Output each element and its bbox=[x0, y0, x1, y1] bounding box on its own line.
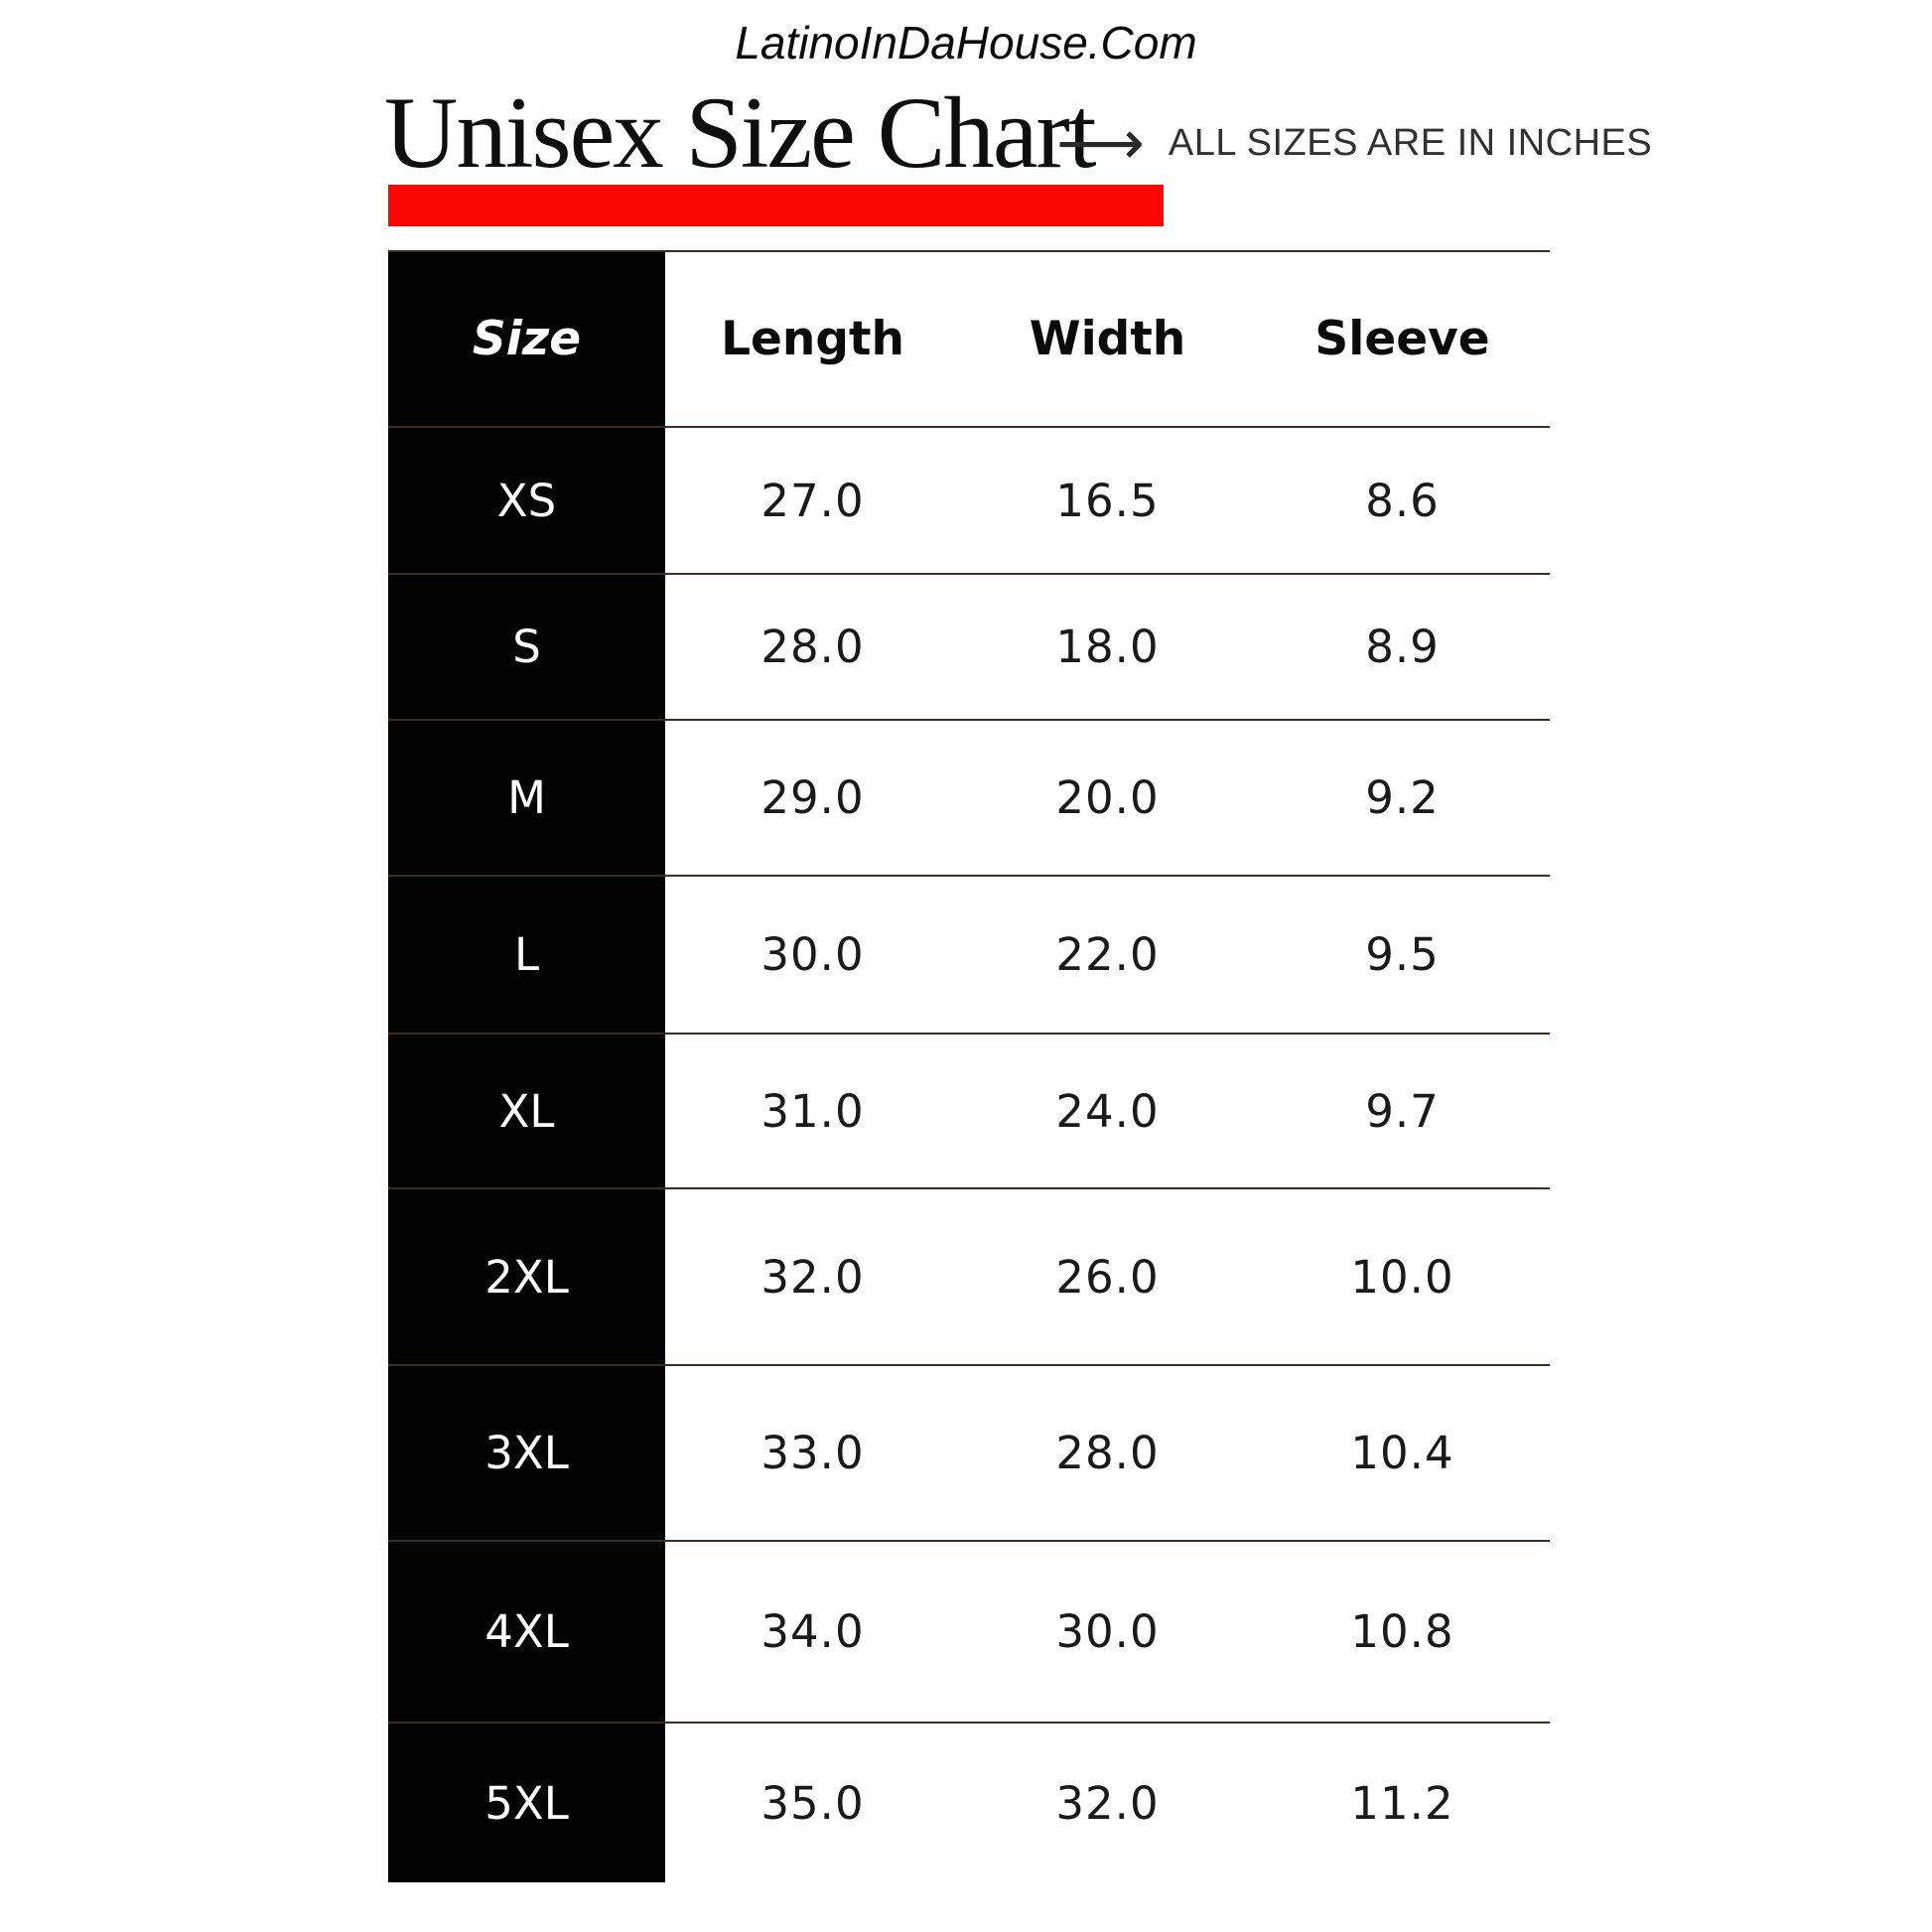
width-cell: 22.0 bbox=[1055, 928, 1160, 981]
page-title: Unisex Size Chart bbox=[384, 76, 1096, 190]
length-cell: 35.0 bbox=[760, 1776, 865, 1830]
table-row-xl: XL 31.0 24.0 9.7 bbox=[388, 1033, 1550, 1187]
length-cell: 34.0 bbox=[760, 1605, 865, 1658]
sleeve-cell: 11.2 bbox=[1350, 1776, 1454, 1830]
length-cell: 32.0 bbox=[760, 1250, 865, 1304]
right-arrow-icon: ⟶ bbox=[1056, 106, 1145, 179]
table-row-4xl: 4XL 34.0 30.0 10.8 bbox=[388, 1540, 1550, 1722]
sleeve-cell: 9.5 bbox=[1365, 928, 1440, 981]
width-cell: 28.0 bbox=[1055, 1427, 1160, 1479]
size-cell: 4XL bbox=[388, 1542, 665, 1722]
size-chart-table: Size Length Width Sleeve XS 27.0 16.5 8.… bbox=[388, 250, 1550, 1882]
table-row-s: S 28.0 18.0 8.9 bbox=[388, 573, 1550, 719]
length-cell: 30.0 bbox=[760, 928, 865, 981]
sleeve-cell: 8.6 bbox=[1365, 474, 1440, 527]
sleeve-cell: 10.0 bbox=[1350, 1250, 1454, 1304]
width-cell: 30.0 bbox=[1055, 1605, 1160, 1658]
red-accent-bar bbox=[388, 185, 1164, 226]
width-cell: 20.0 bbox=[1055, 771, 1160, 824]
length-cell: 27.0 bbox=[760, 474, 865, 527]
units-note: ALL SIZES ARE IN INCHES bbox=[1168, 121, 1653, 164]
size-cell: L bbox=[388, 877, 665, 1033]
size-cell: XL bbox=[388, 1035, 665, 1187]
sleeve-cell: 10.8 bbox=[1350, 1605, 1454, 1658]
width-cell: 16.5 bbox=[1055, 474, 1160, 527]
site-title: LatinoInDaHouse.Com bbox=[735, 17, 1197, 69]
width-cell: 18.0 bbox=[1055, 621, 1160, 673]
width-cell: 32.0 bbox=[1055, 1776, 1160, 1830]
sleeve-cell: 10.4 bbox=[1350, 1427, 1454, 1479]
table-row-5xl: 5XL 35.0 32.0 11.2 bbox=[388, 1722, 1550, 1882]
size-cell: 3XL bbox=[388, 1366, 665, 1540]
size-cell: 2XL bbox=[388, 1189, 665, 1364]
sleeve-cell: 8.9 bbox=[1365, 621, 1440, 673]
column-header-size: Size bbox=[388, 252, 665, 426]
table-row-2xl: 2XL 32.0 26.0 10.0 bbox=[388, 1187, 1550, 1364]
size-cell: S bbox=[388, 575, 665, 719]
width-cell: 26.0 bbox=[1055, 1250, 1160, 1304]
table-header-row: Size Length Width Sleeve bbox=[388, 250, 1550, 426]
column-header-sleeve: Sleeve bbox=[1314, 312, 1490, 366]
size-cell: XS bbox=[388, 428, 665, 573]
length-cell: 31.0 bbox=[760, 1084, 865, 1138]
table-row-m: M 29.0 20.0 9.2 bbox=[388, 719, 1550, 875]
length-cell: 28.0 bbox=[760, 621, 865, 673]
length-cell: 33.0 bbox=[760, 1427, 865, 1479]
table-row-3xl: 3XL 33.0 28.0 10.4 bbox=[388, 1364, 1550, 1540]
table-row-xs: XS 27.0 16.5 8.6 bbox=[388, 426, 1550, 573]
table-row-l: L 30.0 22.0 9.5 bbox=[388, 875, 1550, 1033]
units-note-row: ⟶ ALL SIZES ARE IN INCHES bbox=[1056, 103, 1652, 183]
size-cell: 5XL bbox=[388, 1724, 665, 1882]
column-header-length: Length bbox=[721, 312, 904, 366]
sleeve-cell: 9.2 bbox=[1365, 771, 1440, 824]
sleeve-cell: 9.7 bbox=[1365, 1084, 1440, 1138]
size-cell: M bbox=[388, 721, 665, 875]
length-cell: 29.0 bbox=[760, 771, 865, 824]
column-header-width: Width bbox=[1029, 312, 1186, 366]
width-cell: 24.0 bbox=[1055, 1084, 1160, 1138]
